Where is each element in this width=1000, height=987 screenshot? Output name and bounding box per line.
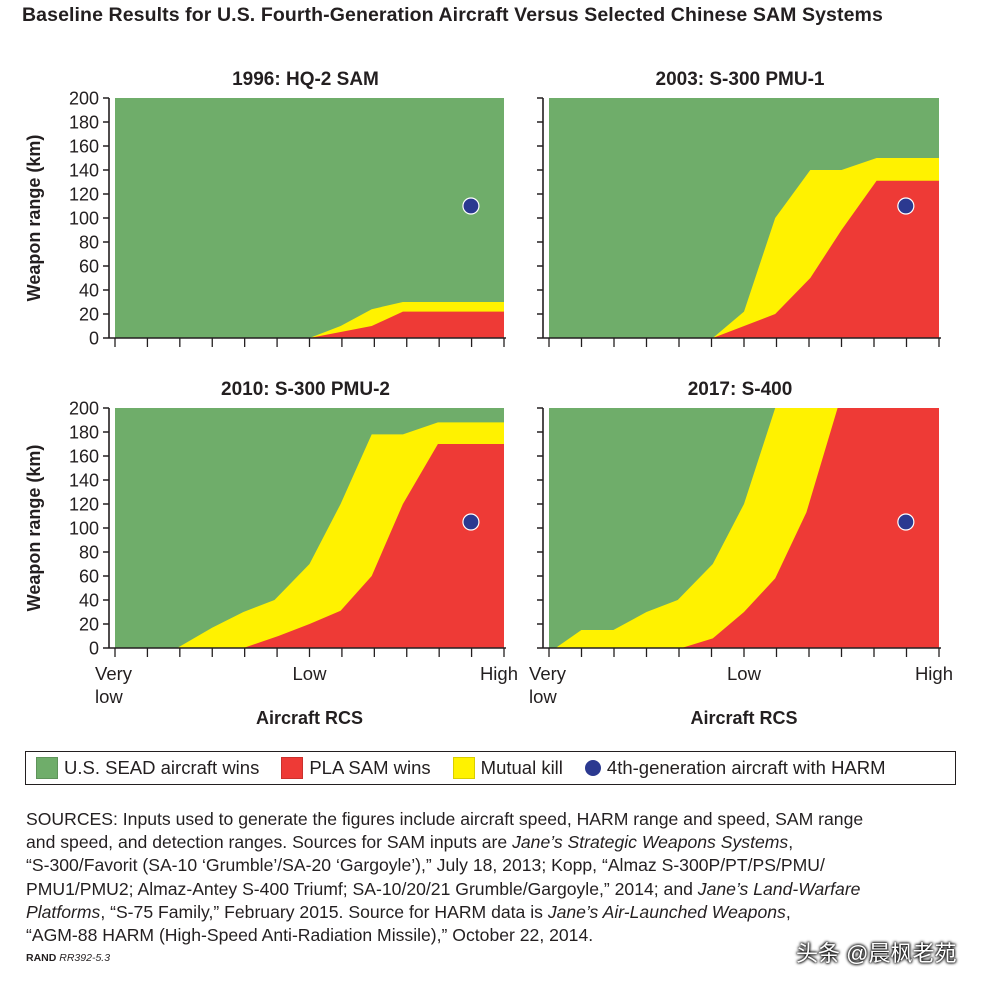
area-us-wins (115, 98, 504, 338)
sources-line: PMU1/PMU2; Almaz-Antey S-400 Triumf; SA-… (26, 878, 976, 901)
sources-text: Platforms (26, 901, 101, 922)
figure-credit: RAND RR392-5.3 (26, 952, 110, 964)
sources-line: Platforms, “S-75 Family,” February 2015.… (26, 901, 976, 924)
y-tick-label: 80 (79, 543, 99, 563)
sources-text: “S-300/Favorit (SA-10 ‘Grumble’/SA-20 ‘G… (26, 855, 825, 876)
x-axis-label: Aircraft RCS (256, 708, 363, 728)
legend-item-us-wins: U.S. SEAD aircraft wins (36, 757, 259, 779)
legend-label-pla-wins: PLA SAM wins (309, 757, 431, 778)
y-tick-label: 80 (79, 233, 99, 253)
credit-org: RAND (26, 952, 57, 964)
sources-text: Jane’s Land-Warfare (697, 878, 861, 899)
y-tick-label: 20 (79, 615, 99, 635)
y-tick-label: 60 (79, 257, 99, 277)
y-tick-label: 200 (69, 89, 99, 109)
y-tick-label: 180 (69, 423, 99, 443)
sources-text: and speed, and detection ranges. Sources… (26, 832, 513, 853)
y-tick-label: 160 (69, 137, 99, 157)
legend-label-harm: 4th-generation aircraft with HARM (606, 757, 886, 778)
x-tick-label-high: High (480, 663, 518, 684)
area-pla-wins (549, 180, 939, 338)
legend-item-pla-wins: PLA SAM wins (281, 757, 431, 779)
sources-text: Jane’s Strategic Weapons Systems (512, 832, 789, 853)
legend-item-harm: 4th-generation aircraft with HARM (584, 757, 886, 779)
sources-line: and speed, and detection ranges. Sources… (26, 831, 976, 854)
y-tick-label: 200 (69, 399, 99, 419)
legend-item-mutual-kill: Mutual kill (452, 757, 563, 779)
y-tick-label: 140 (69, 161, 99, 181)
sources-text: , (785, 901, 791, 922)
legend-marker-harm (584, 760, 601, 776)
y-tick-label: 100 (69, 519, 99, 539)
harm-marker (462, 197, 480, 215)
harm-marker (897, 513, 915, 531)
x-tick-label-low-word: low (95, 686, 123, 707)
x-tick-label-low: Low (293, 663, 328, 684)
y-tick-label: 180 (69, 113, 99, 133)
y-tick-label: 160 (69, 447, 99, 467)
y-tick-label: 100 (69, 209, 99, 229)
y-tick-label: 0 (89, 639, 99, 659)
watermark: 头条 @晨枫老苑 (796, 941, 957, 966)
harm-marker (462, 513, 480, 531)
x-axis-label: Aircraft RCS (690, 708, 797, 728)
x-tick-label-low-word: low (529, 686, 557, 707)
y-tick-label: 120 (69, 185, 99, 205)
y-tick-label: 20 (79, 305, 99, 325)
chart-title: 2010: S-300 PMU-2 (221, 379, 390, 400)
x-tick-label-low: Low (727, 663, 762, 684)
legend-label-us-wins: U.S. SEAD aircraft wins (64, 757, 260, 778)
chart-title: 2017: S-400 (688, 379, 793, 400)
y-tick-label: 40 (79, 281, 99, 301)
sources-line: SOURCES: Inputs used to generate the fig… (26, 808, 976, 831)
x-tick-label-very: Very (529, 663, 567, 684)
y-axis-label: Weapon range (km) (24, 445, 44, 612)
y-tick-label: 40 (79, 591, 99, 611)
chart-title: 1996: HQ-2 SAM (232, 69, 379, 90)
y-tick-label: 120 (69, 495, 99, 515)
area-pla-wins (115, 444, 504, 648)
legend: U.S. SEAD aircraft wins PLA SAM wins Mut… (25, 751, 956, 785)
y-tick-label: 140 (69, 471, 99, 491)
area-pla-wins (115, 311, 504, 338)
chart-grid: 1996: HQ-2 SAM 0 20 40 60 80 100 120 140 160 180 20… (24, 69, 953, 728)
sources-text: PMU1/PMU2; Almaz-Antey S-400 Triumf; SA-… (26, 878, 698, 899)
legend-swatch-us-wins (36, 757, 58, 779)
sources-text: SOURCES: Inputs used to generate the fig… (26, 809, 864, 829)
harm-marker (897, 197, 915, 215)
legend-swatch-mutual-kill (452, 757, 475, 779)
y-tick-label: 0 (89, 329, 99, 349)
chart-title: 2003: S-300 PMU-1 (656, 69, 825, 90)
sources-text: , “S-75 Family,” February 2015. Source f… (100, 901, 548, 922)
legend-label-mutual-kill: Mutual kill (480, 757, 563, 778)
x-tick-label-very: Very (95, 663, 133, 684)
y-tick-label: 60 (79, 567, 99, 587)
y-axis-label: Weapon range (km) (24, 135, 44, 302)
sources-text: Jane’s Air-Launched Weapons (547, 901, 786, 922)
legend-swatch-pla-wins (281, 757, 304, 779)
credit-code: RR392-5.3 (59, 952, 111, 964)
sources-text: “AGM-88 HARM (High-Speed Anti-Radiation … (26, 925, 594, 946)
figure-title: Baseline Results for U.S. Fourth-Generat… (22, 4, 883, 26)
area-pla-wins (549, 408, 939, 648)
sources-note: SOURCES: Inputs used to generate the fig… (26, 808, 976, 947)
sources-line: “S-300/Favorit (SA-10 ‘Grumble’/SA-20 ‘G… (26, 854, 976, 877)
sources-text: , (788, 832, 794, 853)
sources-line: “AGM-88 HARM (High-Speed Anti-Radiation … (26, 924, 976, 947)
x-tick-label-high: High (915, 663, 953, 684)
